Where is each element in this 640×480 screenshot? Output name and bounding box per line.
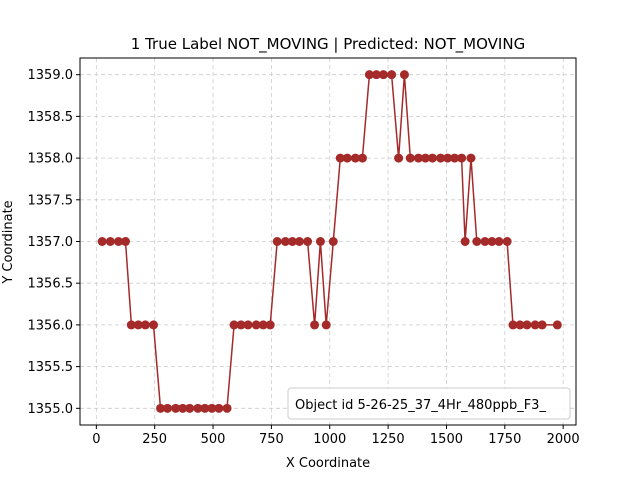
- data-point: [443, 153, 453, 163]
- data-point: [480, 237, 490, 246]
- data-point: [258, 320, 268, 330]
- y-tick-label: 1355.5: [28, 360, 74, 375]
- data-point: [310, 320, 320, 330]
- data-point: [552, 320, 562, 330]
- x-tick-label: 1250: [372, 432, 405, 447]
- y-tick-label: 1356.0: [28, 318, 74, 333]
- data-point: [321, 320, 331, 330]
- data-point: [394, 153, 404, 163]
- data-point: [121, 237, 131, 246]
- data-point: [508, 320, 518, 330]
- data-point: [140, 320, 150, 330]
- y-tick-label: 1358.0: [28, 152, 74, 167]
- data-point: [287, 237, 297, 246]
- data-point: [156, 403, 166, 413]
- data-point: [494, 237, 504, 246]
- data-point: [243, 320, 253, 330]
- data-point: [515, 320, 525, 330]
- data-point: [236, 320, 246, 330]
- data-point: [457, 153, 467, 163]
- y-tick-label: 1355.0: [28, 402, 74, 417]
- data-point: [207, 403, 217, 413]
- data-point: [200, 403, 210, 413]
- data-point: [364, 70, 374, 80]
- x-tick-label: 1750: [488, 432, 521, 447]
- x-tick-label: 1500: [430, 432, 463, 447]
- y-tick-label: 1357.0: [28, 235, 74, 250]
- data-point: [378, 70, 388, 80]
- data-point: [472, 237, 482, 246]
- x-tick-label: 500: [201, 432, 226, 447]
- data-point: [530, 320, 540, 330]
- x-axis-label: X Coordinate: [286, 456, 370, 471]
- data-point: [97, 237, 107, 246]
- tick-layer: 0 250 500 750 1000 1250 1500 1750 2000 1355.0 1355…: [28, 68, 580, 447]
- data-point: [178, 403, 188, 413]
- y-tick-label: 1356.5: [28, 277, 74, 292]
- data-point: [427, 153, 437, 163]
- data-point: [399, 70, 409, 80]
- data-point: [522, 320, 532, 330]
- data-point: [436, 153, 446, 163]
- data-point: [328, 237, 338, 246]
- data-point: [502, 237, 512, 246]
- chart-title: 1 True Label NOT_MOVING | Predicted: NOT…: [131, 35, 525, 54]
- x-tick-label: 750: [259, 432, 284, 447]
- data-point: [303, 237, 313, 246]
- data-point: [272, 237, 282, 246]
- legend-text: Object id 5-26-25_37_4Hr_480ppb_F3_: [295, 398, 546, 413]
- data-point: [294, 237, 304, 246]
- data-point: [126, 320, 136, 330]
- data-point: [185, 403, 195, 413]
- data-point: [149, 320, 159, 330]
- data-point: [193, 403, 203, 413]
- y-tick-label: 1357.5: [28, 193, 74, 208]
- data-point: [487, 237, 497, 246]
- data-point: [450, 153, 460, 163]
- data-point: [466, 153, 476, 163]
- data-point: [387, 70, 397, 80]
- data-point: [280, 237, 290, 246]
- data-point: [315, 237, 325, 246]
- data-point: [420, 153, 430, 163]
- y-tick-label: 1358.5: [28, 110, 74, 125]
- data-point: [350, 153, 360, 163]
- data-point: [105, 237, 115, 246]
- y-axis-label: Y Coordinate: [1, 200, 16, 284]
- data-point: [114, 237, 124, 246]
- x-tick-label: 2000: [547, 432, 580, 447]
- data-point: [163, 403, 173, 413]
- data-point: [371, 70, 381, 80]
- data-point: [171, 403, 181, 413]
- data-point: [342, 153, 352, 163]
- data-point: [405, 153, 415, 163]
- x-tick-label: 0: [92, 432, 100, 447]
- data-point: [460, 237, 470, 246]
- data-point: [214, 403, 224, 413]
- x-tick-label: 1000: [313, 432, 346, 447]
- data-point: [413, 153, 423, 163]
- data-point: [265, 320, 275, 330]
- data-point: [335, 153, 345, 163]
- data-point: [251, 320, 261, 330]
- data-point: [222, 403, 232, 413]
- data-point: [229, 320, 239, 330]
- series-layer: [97, 70, 562, 413]
- y-tick-label: 1359.0: [28, 68, 74, 83]
- legend: Object id 5-26-25_37_4Hr_480ppb_F3_: [287, 387, 571, 420]
- data-point: [537, 320, 547, 330]
- x-tick-label: 250: [142, 432, 167, 447]
- data-point: [133, 320, 143, 330]
- legend-box: [287, 387, 571, 420]
- data-point: [357, 153, 367, 163]
